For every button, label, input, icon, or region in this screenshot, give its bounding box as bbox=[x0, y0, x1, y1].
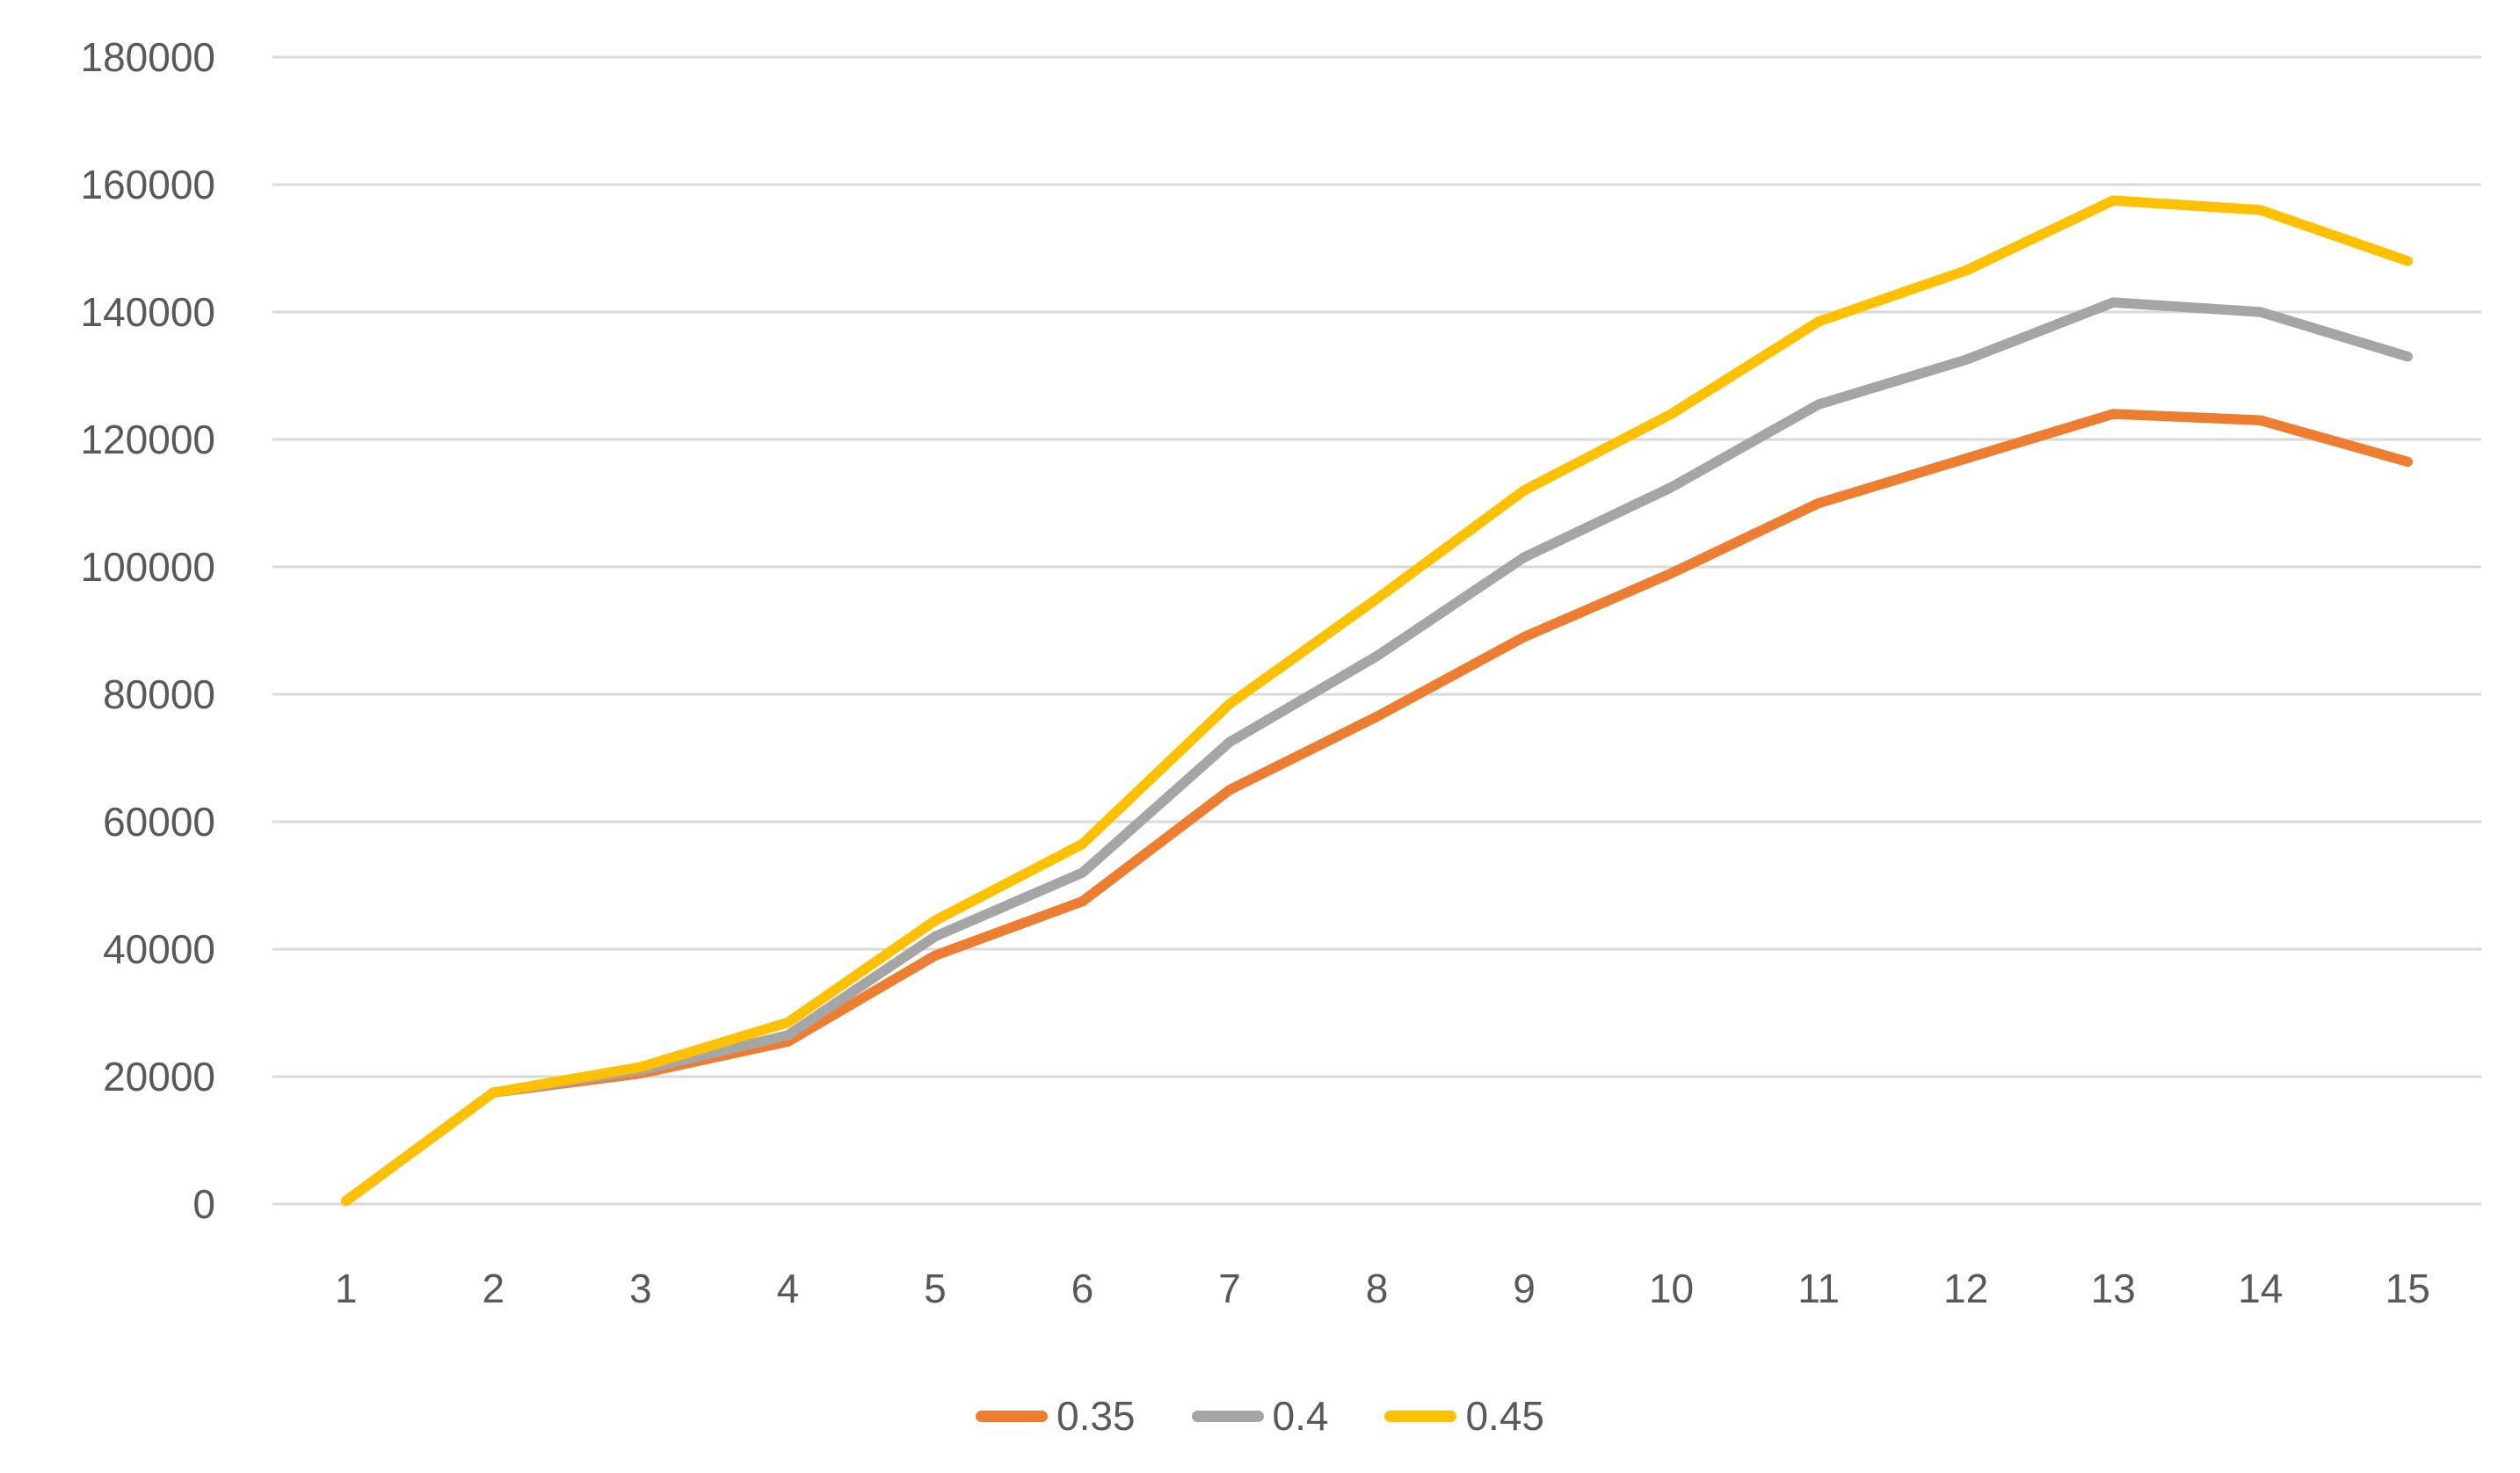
x-axis-tick-label-4: 4 bbox=[777, 1266, 800, 1311]
legend-item-0.4: 0.4 bbox=[1191, 1393, 1329, 1439]
legend-swatch-0.4 bbox=[1191, 1410, 1264, 1422]
y-axis-tick-label-140000: 140000 bbox=[81, 289, 216, 335]
y-axis-tick-label-160000: 160000 bbox=[81, 162, 216, 207]
legend-label-0.35: 0.35 bbox=[1056, 1393, 1136, 1439]
x-axis-tick-label-9: 9 bbox=[1513, 1266, 1536, 1311]
x-axis-tick-label-10: 10 bbox=[1649, 1266, 1694, 1311]
y-axis-tick-label-60000: 60000 bbox=[103, 799, 215, 845]
y-axis-tick-label-180000: 180000 bbox=[81, 34, 216, 80]
x-axis-tick-label-6: 6 bbox=[1071, 1266, 1094, 1311]
legend-label-0.4: 0.4 bbox=[1272, 1393, 1329, 1439]
legend-label-0.45: 0.45 bbox=[1465, 1393, 1544, 1439]
x-axis-tick-label-13: 13 bbox=[2091, 1266, 2136, 1311]
x-axis-tick-label-1: 1 bbox=[335, 1266, 358, 1311]
series-line-0.35 bbox=[341, 409, 2413, 1207]
y-axis-tick-label-120000: 120000 bbox=[81, 417, 216, 462]
y-axis-tick-label-40000: 40000 bbox=[103, 926, 215, 972]
x-axis-tick-label-14: 14 bbox=[2238, 1266, 2283, 1311]
legend-item-0.35: 0.35 bbox=[975, 1393, 1136, 1439]
x-axis-tick-label-5: 5 bbox=[924, 1266, 947, 1311]
y-axis-tick-label-100000: 100000 bbox=[81, 544, 216, 590]
series-line-0.4 bbox=[341, 297, 2413, 1207]
y-axis-tick-label-20000: 20000 bbox=[103, 1054, 215, 1099]
legend-item-0.45: 0.45 bbox=[1384, 1396, 1544, 1436]
x-axis-tick-label-11: 11 bbox=[1797, 1266, 1840, 1311]
x-axis-tick-label-3: 3 bbox=[629, 1266, 652, 1311]
legend-swatch-0.45 bbox=[1384, 1410, 1457, 1422]
x-axis-tick-label-8: 8 bbox=[1366, 1266, 1389, 1311]
chart-legend: 0.35 0.4 0.45 bbox=[0, 1396, 2520, 1436]
series-line-0.45 bbox=[341, 195, 2413, 1207]
x-axis-tick-label-12: 12 bbox=[1943, 1266, 1988, 1311]
x-axis-tick-label-2: 2 bbox=[483, 1266, 505, 1311]
legend-swatch-0.35 bbox=[975, 1410, 1048, 1422]
x-axis-tick-label-15: 15 bbox=[2386, 1266, 2430, 1311]
y-axis-tick-label-0: 0 bbox=[192, 1181, 215, 1227]
x-axis-tick-label-7: 7 bbox=[1218, 1266, 1241, 1311]
y-axis-tick-label-80000: 80000 bbox=[103, 671, 215, 717]
